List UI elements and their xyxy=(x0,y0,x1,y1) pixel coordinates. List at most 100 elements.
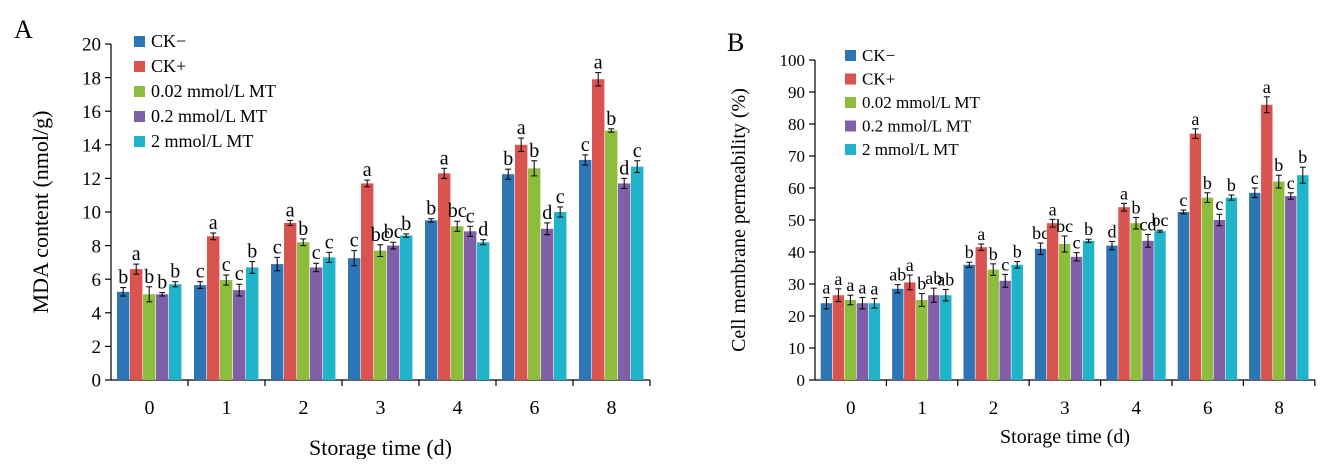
significance-label: b xyxy=(170,261,180,283)
bar xyxy=(618,183,631,380)
bar xyxy=(451,226,464,380)
bar xyxy=(1177,212,1190,380)
significance-label: b xyxy=(426,198,436,220)
bar xyxy=(605,130,618,380)
significance-label: c xyxy=(273,236,282,258)
x-tick-label: 1 xyxy=(917,398,927,419)
legend-swatch xyxy=(845,120,856,132)
significance-label: b xyxy=(1203,173,1212,193)
significance-label: b xyxy=(1298,147,1307,167)
x-tick-label: 2 xyxy=(989,398,999,419)
bar xyxy=(1189,133,1202,380)
legend-swatch xyxy=(134,36,145,47)
legend-label: CK+ xyxy=(151,56,186,76)
bar xyxy=(1106,245,1118,380)
legend-swatch xyxy=(845,97,856,108)
x-tick-label: 0 xyxy=(145,397,155,419)
bar xyxy=(194,285,207,380)
significance-label: a xyxy=(440,147,449,169)
bar xyxy=(916,300,928,380)
significance-label: b xyxy=(1084,219,1093,239)
significance-label: cd xyxy=(1140,214,1157,234)
significance-label: bc xyxy=(448,200,467,222)
significance-label: c xyxy=(1251,168,1259,188)
significance-label: b xyxy=(965,242,974,262)
bar xyxy=(1070,256,1083,380)
significance-label: ab xyxy=(937,269,954,289)
y-tick-label: 12 xyxy=(82,169,101,190)
significance-label: a xyxy=(870,278,878,298)
bar xyxy=(374,250,387,380)
significance-label: c xyxy=(581,134,590,156)
y-tick-label: 0 xyxy=(92,371,102,392)
significance-label: b xyxy=(401,213,411,235)
bar xyxy=(987,269,999,380)
bar xyxy=(1046,223,1059,380)
bar xyxy=(361,183,374,380)
legend-label: CK− xyxy=(862,46,895,65)
y-tick-label: 10 xyxy=(788,339,805,358)
significance-label: bc xyxy=(384,221,403,243)
significance-label: b xyxy=(247,241,257,263)
x-tick-label: 4 xyxy=(453,397,463,419)
bar xyxy=(832,295,845,380)
significance-label: c xyxy=(1215,194,1223,214)
bar xyxy=(297,242,310,380)
significance-label: a xyxy=(834,269,842,289)
bar xyxy=(856,303,869,380)
legend-label: 0.02 mmol/L MT xyxy=(862,93,981,112)
significance-label: a xyxy=(1049,199,1057,219)
significance-label: b xyxy=(989,244,998,264)
bar xyxy=(117,291,130,380)
significance-label: c xyxy=(235,263,244,285)
bar xyxy=(844,300,857,380)
significance-label: c xyxy=(1073,233,1081,253)
panel-label: B xyxy=(727,28,744,57)
significance-label: a xyxy=(594,52,603,74)
y-tick-label: 20 xyxy=(82,35,101,56)
x-tick-label: 0 xyxy=(846,398,856,419)
x-tick-label: 8 xyxy=(607,397,617,419)
significance-label: bc xyxy=(1056,216,1073,236)
legend-swatch xyxy=(134,61,145,72)
bar xyxy=(868,303,881,380)
bar xyxy=(1273,181,1285,380)
bar xyxy=(963,264,975,380)
bar xyxy=(1034,248,1047,380)
significance-label: b xyxy=(157,272,167,294)
bar xyxy=(207,236,220,380)
significance-label: a xyxy=(846,275,854,295)
significance-label: a xyxy=(1191,109,1199,129)
significance-label: c xyxy=(196,261,205,283)
bar xyxy=(1011,264,1023,380)
bar xyxy=(1261,104,1273,381)
bar xyxy=(246,267,259,380)
bar xyxy=(271,264,284,380)
x-tick-label: 8 xyxy=(1274,398,1284,419)
significance-label: b xyxy=(1132,197,1141,217)
y-tick-label: 14 xyxy=(82,135,102,156)
bar xyxy=(528,168,541,380)
significance-label: c xyxy=(1001,254,1009,274)
significance-label: bc xyxy=(371,224,390,246)
y-tick-label: 0 xyxy=(797,371,806,390)
significance-label: d xyxy=(1108,221,1117,241)
significance-label: b xyxy=(1274,155,1283,175)
y-tick-label: 40 xyxy=(788,243,805,262)
bar xyxy=(477,242,490,380)
bar xyxy=(554,212,567,380)
legend-label: 2 mmol/L MT xyxy=(151,131,253,151)
significance-label: b xyxy=(606,108,616,130)
significance-label: c xyxy=(1287,173,1295,193)
significance-label: d xyxy=(542,202,552,224)
significance-label: c xyxy=(312,242,321,264)
bar xyxy=(1201,197,1214,380)
significance-label: a xyxy=(977,224,985,244)
y-tick-label: 18 xyxy=(82,68,101,89)
significance-label: b xyxy=(118,267,128,289)
significance-label: a xyxy=(822,277,830,297)
bar xyxy=(233,290,246,380)
bar xyxy=(156,294,169,380)
bar xyxy=(820,303,833,380)
y-tick-label: 100 xyxy=(780,51,806,70)
